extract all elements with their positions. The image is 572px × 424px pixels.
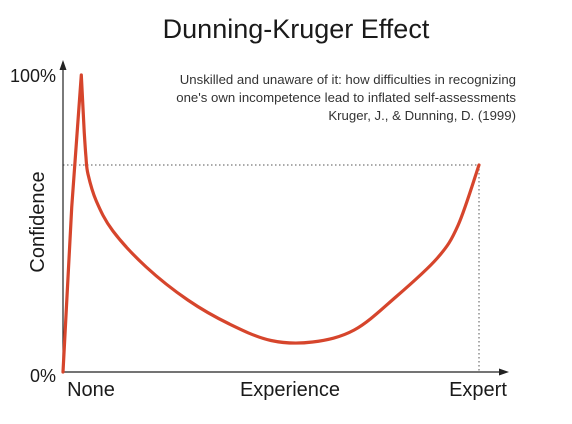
y-tick-label: 100% bbox=[10, 66, 56, 86]
x-axis-label: Experience bbox=[240, 379, 340, 401]
subtitle-line: one's own incompetence lead to inflated … bbox=[176, 90, 516, 105]
series-line-0 bbox=[61, 73, 481, 374]
x-tick-label: Expert bbox=[449, 379, 507, 401]
y-axis-arrow-icon bbox=[59, 60, 67, 70]
x-axis-arrow-icon bbox=[499, 368, 509, 376]
y-axis-label: Confidence bbox=[27, 171, 49, 272]
y-tick-label: 0% bbox=[30, 366, 56, 386]
subtitle-line: Unskilled and unaware of it: how difficu… bbox=[180, 72, 516, 87]
x-tick-label: None bbox=[67, 379, 115, 401]
subtitle-line: Kruger, J., & Dunning, D. (1999) bbox=[328, 108, 516, 123]
chart-title: Dunning-Kruger Effect bbox=[163, 14, 430, 44]
